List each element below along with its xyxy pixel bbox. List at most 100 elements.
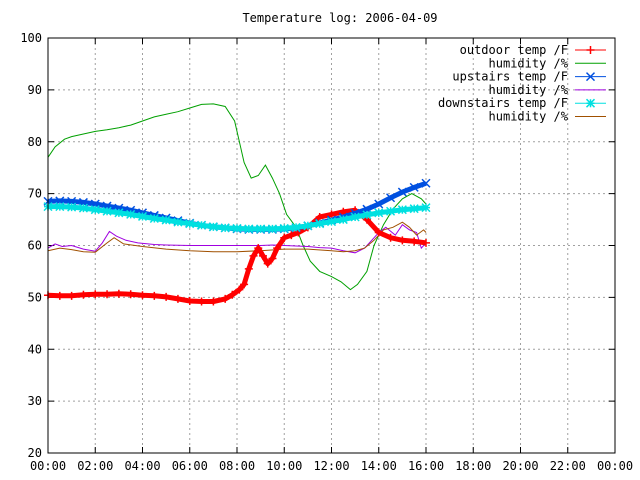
data-point	[268, 254, 277, 263]
legend-label: humidity /%	[489, 110, 569, 124]
data-point	[397, 205, 407, 215]
data-point	[235, 285, 244, 294]
data-point	[185, 297, 194, 306]
data-point	[315, 212, 324, 221]
data-point	[254, 244, 263, 253]
data-point	[422, 238, 430, 247]
data-point	[232, 223, 242, 233]
data-point	[220, 223, 230, 233]
data-point	[55, 202, 65, 212]
data-point	[279, 223, 289, 233]
data-point	[374, 228, 383, 237]
x-tick-label: 20:00	[502, 459, 538, 473]
data-point	[209, 297, 218, 306]
data-point	[150, 291, 159, 300]
data-point	[398, 236, 407, 245]
series-line	[47, 223, 427, 254]
data-point	[55, 291, 64, 300]
data-point	[315, 219, 325, 229]
y-tick-label: 30	[28, 394, 42, 408]
data-point	[114, 208, 124, 218]
data-point	[386, 193, 396, 203]
series-0	[44, 206, 430, 306]
data-point	[126, 290, 135, 299]
y-tick-label: 50	[28, 290, 42, 304]
data-point	[256, 224, 266, 234]
data-point	[287, 231, 296, 240]
y-tick-label: 20	[28, 446, 42, 460]
data-point	[386, 206, 396, 216]
data-point	[114, 289, 123, 298]
data-point	[263, 259, 272, 268]
data-point	[197, 220, 207, 230]
data-point	[291, 222, 301, 232]
data-point	[208, 222, 218, 232]
x-tick-label: 16:00	[408, 459, 444, 473]
data-point	[67, 291, 76, 300]
data-point	[138, 291, 147, 300]
series-4	[43, 202, 431, 234]
data-point	[350, 212, 360, 222]
data-point	[244, 224, 254, 234]
chart-title: Temperature log: 2006-04-09	[242, 11, 437, 25]
data-point	[161, 215, 171, 225]
legend-label: upstairs temp /F	[452, 70, 568, 84]
grid-lines	[48, 38, 615, 453]
data-point	[327, 210, 336, 219]
y-axis-ticks: 20 30 40 50 60 70 80 90 100	[20, 31, 615, 460]
x-tick-label: 00:00	[597, 459, 633, 473]
data-point	[421, 178, 431, 188]
data-point	[221, 294, 230, 303]
legend-marker	[585, 72, 596, 82]
data-point	[421, 203, 431, 213]
legend-label: outdoor temp /F	[460, 43, 568, 57]
y-tick-label: 70	[28, 187, 42, 201]
data-point	[386, 233, 395, 242]
series-3	[47, 223, 427, 254]
data-point	[185, 219, 195, 229]
data-point	[173, 217, 183, 227]
legend-marker	[585, 98, 596, 108]
data-point	[90, 205, 100, 215]
series-1	[47, 103, 427, 291]
data-point	[173, 294, 182, 303]
data-point	[338, 215, 348, 225]
legend-label: humidity /%	[489, 83, 569, 97]
data-point	[244, 264, 253, 273]
x-tick-label: 00:00	[30, 459, 66, 473]
data-point	[362, 210, 372, 220]
x-tick-label: 18:00	[455, 459, 491, 473]
x-tick-label: 10:00	[266, 459, 302, 473]
y-tick-label: 60	[28, 239, 42, 253]
data-point	[374, 199, 384, 209]
x-tick-label: 02:00	[77, 459, 113, 473]
data-point	[78, 203, 88, 213]
x-tick-label: 22:00	[550, 459, 586, 473]
x-tick-label: 14:00	[361, 459, 397, 473]
plot-series	[43, 103, 431, 306]
data-point	[67, 202, 77, 212]
data-point	[374, 208, 384, 218]
data-point	[103, 290, 112, 299]
plot-frame	[47, 37, 616, 454]
x-axis-ticks: 00:00 02:00 04:00 06:00 08:00 10:00 12:00 14:00…	[30, 38, 633, 473]
series-line	[47, 221, 427, 253]
data-point	[197, 297, 206, 306]
data-point	[126, 209, 136, 219]
data-point	[240, 280, 249, 289]
legend-label: humidity /%	[489, 56, 569, 70]
data-point	[326, 217, 337, 227]
data-point	[409, 182, 419, 192]
data-point	[137, 211, 148, 221]
data-point	[102, 206, 112, 216]
x-tick-label: 12:00	[313, 459, 349, 473]
data-point	[303, 221, 313, 231]
x-tick-label: 04:00	[124, 459, 160, 473]
data-point	[273, 244, 282, 253]
data-point	[397, 187, 407, 197]
y-tick-label: 100	[20, 31, 42, 45]
series-line	[47, 207, 427, 304]
data-point	[267, 224, 277, 234]
